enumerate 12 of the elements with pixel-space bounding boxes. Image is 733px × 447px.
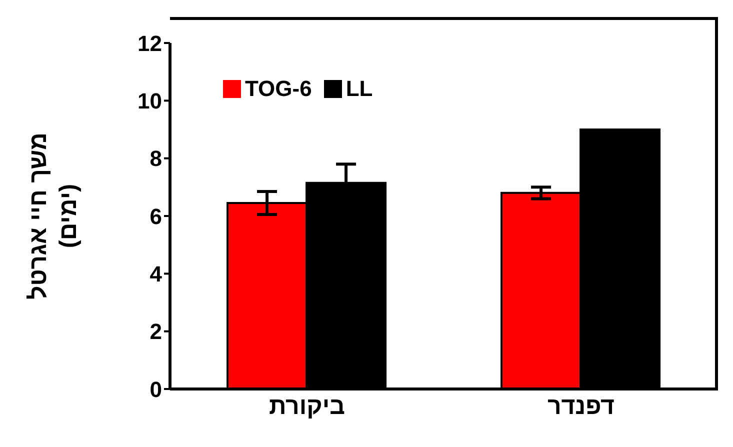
y-tick-label: 0 bbox=[150, 376, 162, 402]
legend-label: TOG-6 bbox=[245, 76, 312, 102]
y-tick-label: 10 bbox=[138, 88, 162, 114]
legend-label: LL bbox=[346, 76, 373, 102]
y-tick-label: 2 bbox=[150, 319, 162, 344]
x-tick-label: ביקורת bbox=[269, 393, 345, 420]
y-tick-label: 6 bbox=[150, 204, 162, 229]
y-tick-label: 8 bbox=[150, 146, 162, 172]
y-tick-label: 4 bbox=[150, 261, 163, 286]
y-tick-label: 12 bbox=[138, 30, 162, 56]
x-tick-label: דפנדר bbox=[547, 393, 615, 420]
y-axis-title: משך חיי אגרטל (ימים) bbox=[25, 132, 82, 300]
